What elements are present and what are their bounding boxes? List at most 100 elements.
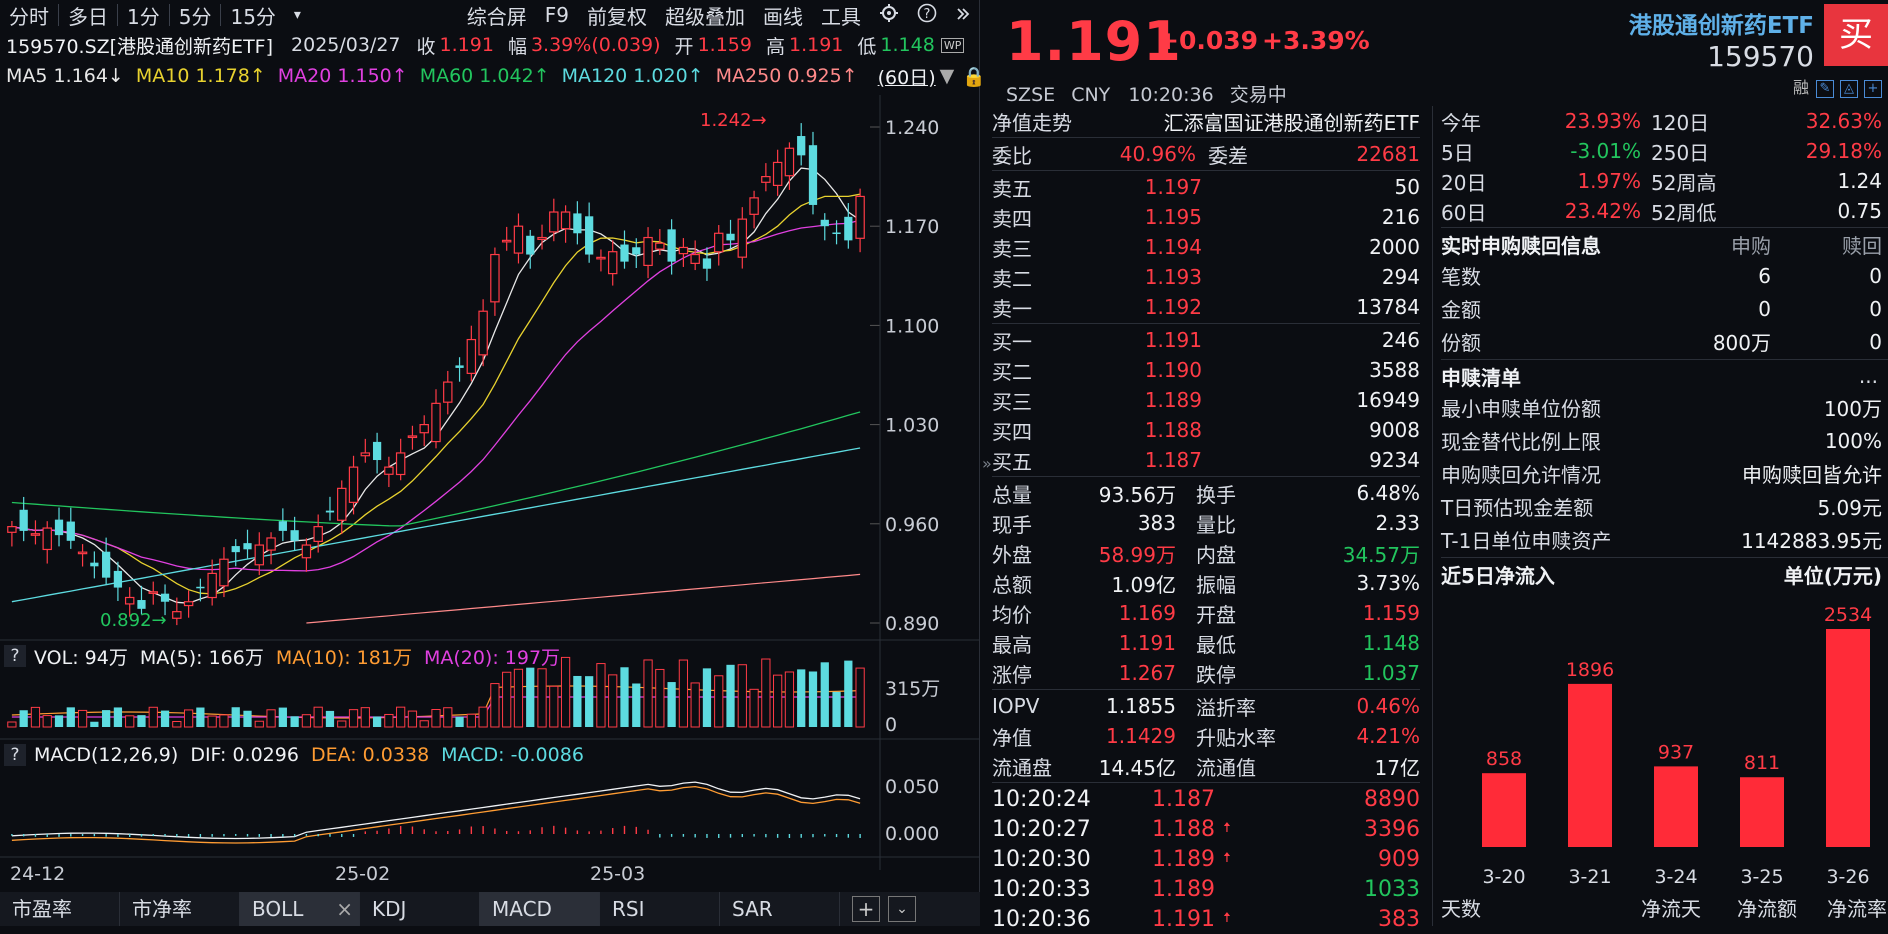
tab-boll[interactable]: BOLL ×: [240, 892, 360, 926]
vol-ma5: MA(5): 166万: [139, 646, 264, 669]
chevron-down-icon[interactable]: ▼: [939, 65, 955, 87]
subscribe-header: 实时申购赎回信息 申购 赎回: [1441, 229, 1888, 259]
ask-row[interactable]: 卖一 1.192 13784: [992, 292, 1420, 322]
edit-icon[interactable]: ✎: [1816, 80, 1834, 98]
adjust-button[interactable]: 前复权: [587, 4, 647, 29]
tab-5min[interactable]: 5分: [178, 4, 212, 29]
dea-line: [11, 785, 861, 844]
volume-bar: [773, 674, 783, 728]
candle-body: [702, 258, 712, 269]
wp-badge[interactable]: WP: [940, 37, 965, 53]
ask-row[interactable]: 卖二 1.193 294: [992, 262, 1420, 292]
stat-row: 总量 93.56万 换手 6.48%: [992, 478, 1420, 508]
bid-row[interactable]: 买三 1.189 16949: [992, 385, 1420, 415]
tab-multiday[interactable]: 多日: [68, 4, 108, 29]
price-tick: 1.240: [885, 117, 939, 139]
stat-value: 383: [1137, 511, 1176, 535]
margin-label: 融: [1792, 78, 1809, 97]
volume-bar: [266, 709, 276, 728]
subscribe-label: 金额: [1441, 298, 1481, 322]
bid-price: 1.187: [1144, 448, 1202, 472]
candle-body: [490, 253, 500, 303]
candle-body: [596, 256, 606, 260]
tick-time: 10:20:30: [992, 846, 1091, 872]
help-icon[interactable]: ?: [908, 3, 946, 28]
ask-label: 卖一: [992, 296, 1032, 321]
tab-pe[interactable]: 市盈率: [0, 892, 120, 926]
add-icon[interactable]: +: [1864, 80, 1882, 98]
inflow-footer-netrate[interactable]: 净流率: [1827, 896, 1887, 921]
collapse-icon[interactable]: [946, 3, 980, 27]
volume-bar: [749, 688, 759, 728]
tab-sar[interactable]: SAR: [720, 892, 840, 926]
perf-value: 0.75: [1837, 199, 1882, 223]
nav-trend-row[interactable]: 净值走势 汇添富国证港股通创新药ETF: [992, 106, 1420, 136]
inflow-footer-netamount[interactable]: 净流额: [1737, 896, 1797, 921]
gear-icon[interactable]: [870, 3, 908, 28]
subscribe-value: 800万: [1712, 331, 1771, 355]
inflow-bar-label: 811: [1744, 752, 1780, 774]
inflow-footer-netdays[interactable]: 净流天: [1641, 896, 1701, 921]
period-selector[interactable]: (60日): [877, 66, 936, 89]
bid-row[interactable]: 买一 1.191 246: [992, 325, 1420, 355]
min-price-label: 0.892→: [100, 610, 167, 631]
perf-value: 32.63%: [1805, 109, 1882, 133]
tab-rsi[interactable]: RSI: [600, 892, 720, 926]
inflow-bar: [1740, 777, 1784, 847]
f9-button[interactable]: F9: [544, 3, 569, 27]
overlay-button[interactable]: 超级叠加: [665, 4, 745, 29]
stat-row: 净值 1.1429 升贴水率 4.21%: [992, 721, 1420, 751]
redeem-label: 现金替代比例上限: [1441, 430, 1601, 454]
help-icon[interactable]: ?: [4, 744, 26, 766]
composite-screen-button[interactable]: 综合屏: [466, 4, 527, 29]
price-tick: 1.030: [885, 415, 939, 437]
candle-body: [395, 452, 406, 476]
candle-body: [7, 526, 17, 533]
bid-row[interactable]: 买二 1.190 3588: [992, 355, 1420, 385]
add-indicator-icon[interactable]: +: [852, 896, 880, 922]
inflow-footer-days[interactable]: 天数: [1441, 896, 1481, 921]
bid-label: 买一: [992, 329, 1032, 354]
tab-pb[interactable]: 市净率: [120, 892, 240, 926]
tab-kdj[interactable]: KDJ: [360, 892, 480, 926]
help-icon[interactable]: ?: [4, 645, 26, 667]
stat-row: 总额 1.09亿 振幅 3.73%: [992, 568, 1420, 598]
close-label: 收: [416, 35, 436, 58]
volume-bar: [419, 720, 429, 728]
chevron-down-icon[interactable]: ⌄: [888, 896, 916, 922]
inflow-bar: [1654, 766, 1698, 847]
candle-body: [102, 551, 111, 578]
inflow-category-label: 3-21: [1568, 866, 1611, 888]
subscribe-label: 份额: [1441, 331, 1481, 355]
ask-row[interactable]: 卖三 1.194 2000: [992, 232, 1420, 262]
kline-chart[interactable]: 1.240 1.170 1.100 1.030 0.960 0.890 1.242→ 0.89…: [0, 0, 980, 892]
expand-icon[interactable]: »: [982, 454, 992, 473]
price-change-pct: +3.39%: [1262, 26, 1370, 55]
tab-1min[interactable]: 1分: [127, 4, 160, 29]
volume-bar: [360, 707, 370, 728]
tab-macd[interactable]: MACD: [480, 892, 600, 926]
tab-15min[interactable]: 15分: [230, 4, 276, 29]
period-dropdown-icon[interactable]: ▾: [293, 7, 301, 23]
ask-volume: 50: [1394, 175, 1420, 199]
exchange-line: SZSE CNY 10:20:36 交易中: [1006, 80, 1287, 107]
alert-icon[interactable]: ◬: [1840, 80, 1858, 98]
tab-intraday[interactable]: 分时: [9, 4, 49, 29]
ask-row[interactable]: 卖五 1.197 50: [992, 172, 1420, 202]
candle-body: [290, 530, 299, 541]
ask-row[interactable]: 卖四 1.195 216: [992, 202, 1420, 232]
bid-row[interactable]: 买五 1.187 9234: [992, 445, 1420, 475]
tools-button[interactable]: 工具: [821, 4, 861, 29]
bid-row[interactable]: 买四 1.188 9008: [992, 415, 1420, 445]
volume-bar: [90, 721, 99, 727]
candle-body: [784, 147, 795, 177]
lock-icon[interactable]: 🔒: [962, 65, 986, 88]
candle-body: [113, 570, 123, 588]
buy-button[interactable]: 买: [1824, 4, 1888, 66]
stat-value: 58.99万: [1098, 542, 1176, 567]
close-icon[interactable]: ×: [336, 897, 353, 921]
draw-line-button[interactable]: 画线: [763, 4, 803, 29]
bid-price: 1.189: [1144, 388, 1202, 412]
stat-value: 2.33: [1375, 511, 1420, 535]
more-icon[interactable]: ...: [1858, 364, 1878, 388]
